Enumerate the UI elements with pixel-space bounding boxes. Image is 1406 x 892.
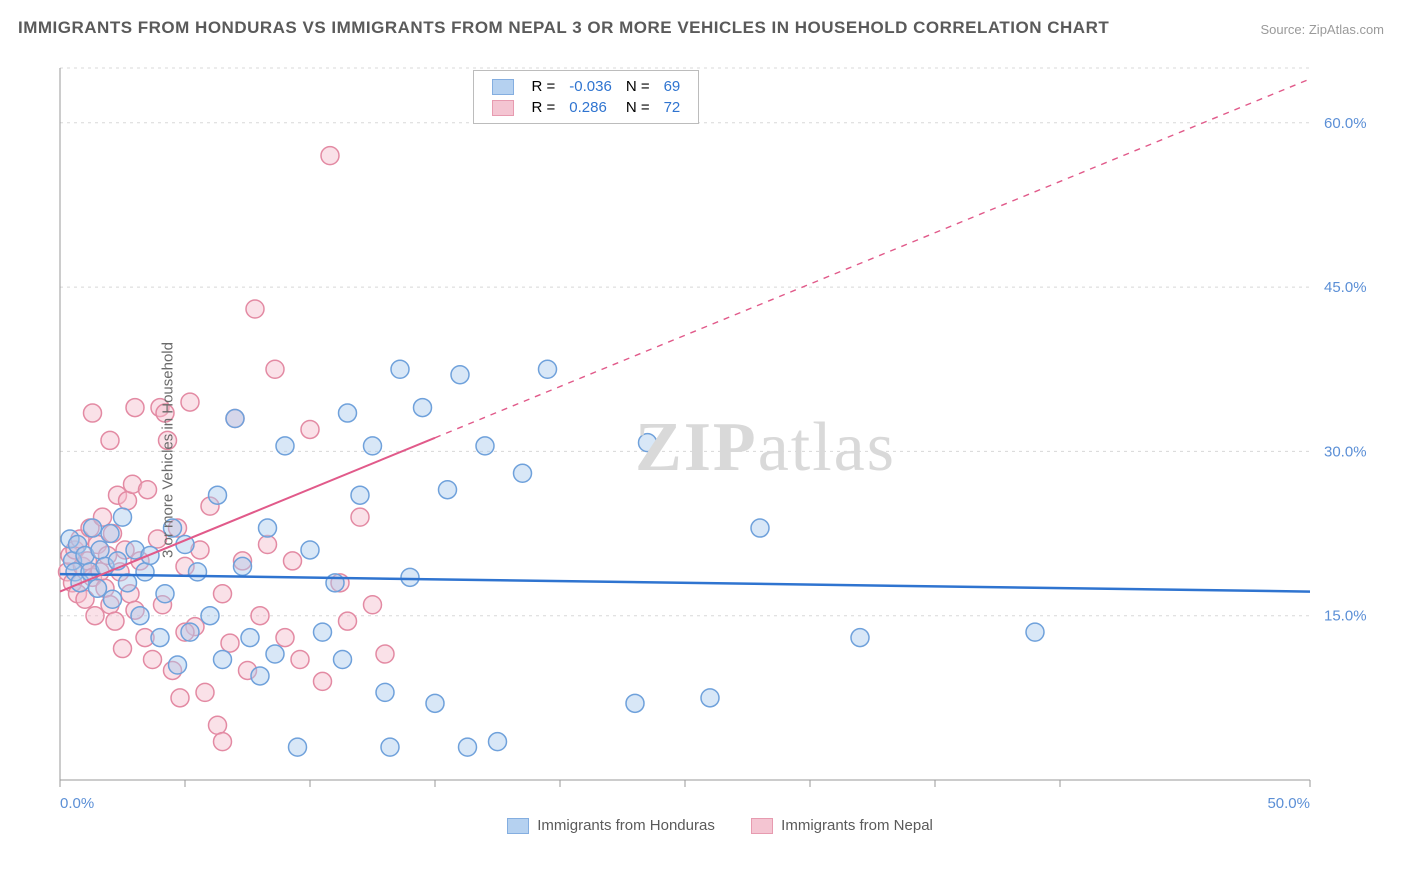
legend-label-honduras: Immigrants from Honduras — [537, 817, 715, 834]
legend-label-nepal: Immigrants from Nepal — [781, 817, 933, 834]
swatch-nepal — [751, 818, 773, 834]
scatter-plot-svg: 15.0% 30.0% 45.0% 60.0% 0.0% 50.0% — [50, 60, 1390, 840]
legend-r-value-honduras: -0.036 — [563, 77, 618, 96]
legend-n-value-honduras: 69 — [658, 77, 687, 96]
source-label: Source: ZipAtlas.com — [1260, 22, 1384, 37]
svg-text:0.0%: 0.0% — [60, 795, 94, 812]
legend-table: R = -0.036 N = 69 R = 0.286 N = 72 — [484, 75, 689, 119]
svg-text:30.0%: 30.0% — [1324, 443, 1367, 460]
legend-item-nepal: Immigrants from Nepal — [751, 817, 933, 834]
swatch-honduras — [507, 818, 529, 834]
legend-row-nepal: R = 0.286 N = 72 — [486, 98, 687, 117]
swatch-honduras — [492, 79, 514, 95]
svg-text:60.0%: 60.0% — [1324, 115, 1367, 132]
legend-r-value-nepal: 0.286 — [563, 98, 618, 117]
svg-text:45.0%: 45.0% — [1324, 279, 1367, 296]
legend-r-label: R = — [526, 98, 562, 117]
svg-text:50.0%: 50.0% — [1267, 795, 1310, 812]
legend-row-honduras: R = -0.036 N = 69 — [486, 77, 687, 96]
correlation-legend: R = -0.036 N = 69 R = 0.286 N = 72 — [473, 70, 700, 124]
y-axis-label: 3 or more Vehicles in Household — [159, 342, 176, 558]
legend-n-label: N = — [620, 77, 656, 96]
svg-text:15.0%: 15.0% — [1324, 608, 1367, 625]
legend-r-label: R = — [526, 77, 562, 96]
series-legend: Immigrants from Honduras Immigrants from… — [50, 817, 1390, 834]
legend-n-label: N = — [620, 98, 656, 117]
chart-area: 3 or more Vehicles in Household 15.0% 30.… — [50, 60, 1390, 840]
swatch-nepal — [492, 100, 514, 116]
legend-item-honduras: Immigrants from Honduras — [507, 817, 719, 834]
legend-n-value-nepal: 72 — [658, 98, 687, 117]
chart-title: IMMIGRANTS FROM HONDURAS VS IMMIGRANTS F… — [18, 18, 1109, 38]
